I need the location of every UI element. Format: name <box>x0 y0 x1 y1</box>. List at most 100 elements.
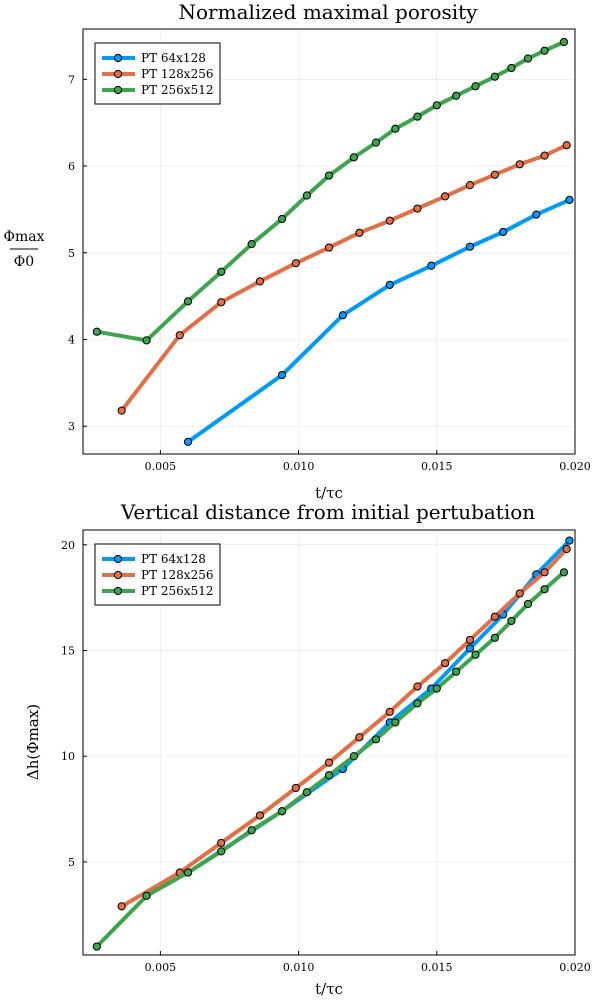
distance-plot-legend-label: PT 128x256 <box>141 568 213 582</box>
distance-plot-data-point <box>255 811 264 820</box>
distance-plot-data-point <box>413 682 422 691</box>
porosity-plot-series-2 <box>117 141 571 415</box>
porosity-plot-data-point <box>183 437 193 446</box>
porosity-plot-data-point <box>413 112 422 121</box>
porosity-plot-data-point <box>391 124 400 133</box>
porosity-plot-data-point <box>349 153 358 162</box>
distance-plot-data-point <box>562 544 571 554</box>
porosity-plot-data-point <box>385 280 394 289</box>
distance-plot-data-point <box>559 568 569 577</box>
porosity-plot-data-point <box>499 227 508 237</box>
porosity-plot-data-point <box>291 259 300 268</box>
porosity-plot-ytick-label: 4 <box>68 334 75 347</box>
porosity-plot-series-1 <box>183 195 574 446</box>
distance-plot-data-point <box>413 699 422 708</box>
porosity-plot-data-point <box>355 228 364 237</box>
distance-plot-data-point <box>490 633 499 642</box>
distance-plot-legend-label: PT 256x512 <box>141 584 213 598</box>
distance-plot-data-point <box>452 667 461 676</box>
distance-plot-data-point <box>490 612 499 621</box>
porosity-plot-ytick-label: 5 <box>68 247 75 260</box>
porosity-plot-data-point <box>385 216 394 225</box>
porosity-plot-frame <box>82 28 576 455</box>
distance-plot-data-point <box>117 902 126 911</box>
porosity-plot-xlabel: t/τc <box>315 484 343 502</box>
porosity-plot-ylabel: Φmax Φ0 <box>4 229 45 270</box>
porosity-plot: Normalized maximal porosity 0.005 0.010 0.… <box>4 0 591 502</box>
distance-plot-ylabel: Δh(Φmax) <box>24 704 42 780</box>
distance-plot-legend-entry: PT 64x128 <box>102 552 206 566</box>
distance-plot-legend-entry: PT 128x256 <box>102 568 213 582</box>
distance-plot-data-point <box>277 807 287 816</box>
distance-plot-legend-swatch-marker <box>113 554 123 564</box>
distance-plot-frame <box>82 529 576 956</box>
porosity-plot-data-point <box>324 243 334 252</box>
distance-plot-data-point <box>324 758 334 767</box>
distance-plot-data-point <box>440 659 450 668</box>
distance-plot-legend-swatch-marker <box>113 570 123 580</box>
distance-plot-legend: PT 64x128 PT 128x256 PT 256x512 <box>94 543 221 606</box>
porosity-plot-legend-swatch-marker <box>113 85 123 95</box>
porosity-plot-data-point <box>277 214 287 224</box>
porosity-plot-legend-entry: PT 64x128 <box>102 51 206 65</box>
porosity-plot-ylabel-denominator: Φ0 <box>14 254 34 270</box>
porosity-plot-legend-swatch-marker <box>113 69 123 79</box>
distance-plot-data-point <box>565 536 574 545</box>
porosity-plot-data-point <box>175 331 184 340</box>
distance-plot-data-point <box>465 635 475 645</box>
porosity-plot-data-point <box>427 261 436 270</box>
distance-plot-data-point <box>142 891 151 900</box>
distance-plot-data-point <box>183 868 193 877</box>
porosity-plot-series-3 <box>92 37 569 345</box>
porosity-plot-data-point <box>217 298 226 307</box>
distance-plot: Vertical distance from initial pertubati… <box>24 500 591 998</box>
porosity-plot-legend-label: PT 64x128 <box>141 51 206 65</box>
distance-plot-series <box>92 536 574 951</box>
porosity-plot-legend-entry: PT 128x256 <box>102 67 213 81</box>
porosity-plot-data-point <box>92 327 101 336</box>
porosity-plot-legend-label: PT 128x256 <box>141 67 213 81</box>
distance-plot-data-point <box>247 826 256 835</box>
porosity-plot-xtick-label: 0.010 <box>283 460 315 473</box>
porosity-plot-legend: PT 64x128 PT 128x256 PT 256x512 <box>94 42 221 105</box>
porosity-plot-data-point <box>371 138 381 147</box>
distance-plot-data-point <box>92 942 101 951</box>
porosity-plot-data-point <box>490 170 499 179</box>
porosity-plot-data-point <box>183 297 193 306</box>
distance-plot-data-point <box>540 585 549 594</box>
distance-plot-series-3 <box>92 568 569 951</box>
distance-plot-data-point <box>355 733 364 742</box>
porosity-plot-data-point <box>440 192 450 201</box>
distance-plot-data-point <box>371 735 381 744</box>
porosity-plot-legend-label: PT 256x512 <box>141 83 213 97</box>
distance-plot-xtick-label: 0.005 <box>145 961 177 974</box>
distance-plot-data-point <box>432 684 441 693</box>
porosity-plot-xtick-label: 0.015 <box>421 460 453 473</box>
distance-plot-data-point <box>523 599 533 609</box>
porosity-plot-xtick-label: 0.005 <box>145 460 177 473</box>
distance-plot-ytick-label: 20 <box>61 539 75 552</box>
porosity-plot-ytick-label: 6 <box>68 160 75 173</box>
distance-plot-data-point <box>471 650 480 659</box>
distance-plot-ytick-label: 15 <box>61 645 75 658</box>
porosity-plot-data-point <box>247 240 256 249</box>
porosity-plot-data-point <box>465 181 475 190</box>
porosity-plot-data-point <box>465 242 475 251</box>
distance-plot-legend-entry: PT 256x512 <box>102 584 213 598</box>
porosity-plot-data-point <box>277 370 287 380</box>
porosity-plot-series <box>92 37 574 446</box>
distance-plot-data-point <box>540 568 549 577</box>
distance-plot-data-point <box>291 783 300 793</box>
distance-plot-data-point <box>391 718 400 727</box>
porosity-plot-data-point <box>523 54 533 63</box>
porosity-plot-data-point <box>432 101 441 110</box>
porosity-plot-data-point <box>562 141 571 150</box>
distance-plot-xtick-label: 0.020 <box>559 961 591 974</box>
porosity-plot-data-point <box>559 37 569 47</box>
porosity-plot-data-point <box>565 195 574 204</box>
distance-plot-xlabel: t/τc <box>315 980 343 998</box>
porosity-plot-data-point <box>413 204 422 213</box>
porosity-plot-ytick-label: 3 <box>68 420 75 433</box>
distance-plot-data-point <box>324 771 334 780</box>
